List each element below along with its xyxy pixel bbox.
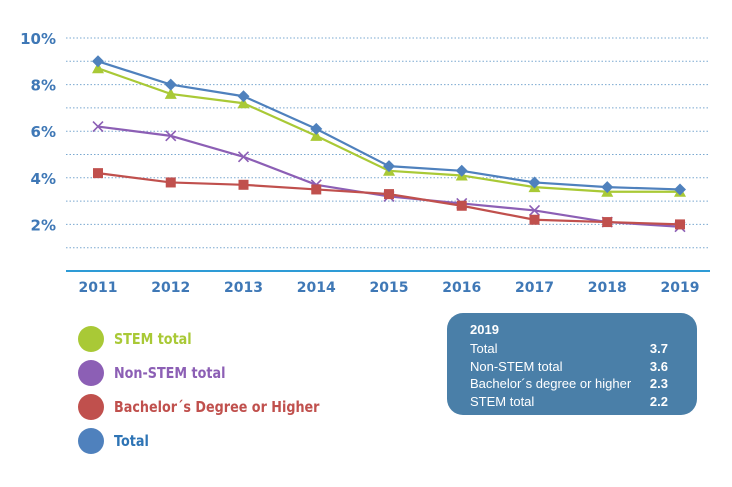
data-point	[455, 164, 468, 177]
legend-item-stem-total[interactable]: STEM total	[78, 322, 356, 356]
tooltip-row-value: 3.7	[649, 341, 668, 356]
data-point	[165, 130, 177, 142]
tooltip-row-label: STEM total	[470, 393, 535, 409]
data-point	[237, 151, 250, 163]
x-tick-label: 2012	[151, 280, 190, 296]
tooltip-row-value: 2.3	[649, 376, 668, 391]
data-point	[92, 62, 104, 74]
tooltip-row: Total 3.7	[470, 340, 668, 358]
x-tick-label: 2019	[661, 280, 700, 296]
data-point	[311, 184, 322, 195]
data-point	[383, 160, 395, 173]
data-point	[674, 183, 686, 196]
data-point	[92, 120, 104, 133]
legend-dot-icon	[78, 428, 104, 454]
tooltip-row-label: Non-STEM total	[470, 358, 563, 374]
legend-label: STEM total	[114, 330, 192, 348]
data-point	[164, 78, 177, 91]
x-tick-label: 2013	[224, 280, 263, 296]
data-point	[237, 97, 250, 109]
x-tick-label: 2016	[442, 280, 481, 296]
tooltip-row-label: Bachelor´s degree or higher	[470, 376, 632, 391]
data-point	[529, 214, 540, 225]
tooltip-row: STEM total 2.2	[470, 393, 668, 411]
data-point	[602, 217, 613, 228]
y-tick-label: 8%	[31, 77, 56, 95]
series-line	[97, 125, 681, 228]
gridlines	[66, 37, 710, 249]
y-tick-label: 4%	[31, 170, 56, 188]
legend-item-total[interactable]: Total	[78, 424, 356, 458]
legend-item-non-stem-total[interactable]: Non-STEM total	[78, 356, 356, 390]
data-point	[528, 176, 541, 189]
data-point	[310, 129, 323, 141]
data-point	[237, 90, 250, 103]
data-point	[164, 87, 177, 99]
tooltip-title: 2019	[470, 322, 499, 337]
data-point	[165, 177, 176, 188]
data-tooltip: 2019 Total 3.7 Non-STEM total 3.6 Bachel…	[447, 313, 697, 415]
x-tick-label: 2017	[515, 280, 554, 296]
tooltip-row: Bachelor´s degree or higher 2.3	[470, 375, 668, 393]
legend-dot-icon	[78, 394, 104, 420]
x-tick-label: 2014	[297, 280, 336, 296]
tooltip-row-value: 3.6	[649, 358, 668, 374]
legend: STEM total Non-STEM total Bachelor´s Deg…	[78, 322, 356, 458]
y-axis-ticks: 2% 4% 6% 8% 10%	[20, 30, 56, 234]
data-point	[93, 168, 103, 179]
y-tick-label: 2%	[31, 216, 56, 234]
legend-dot-icon	[78, 326, 104, 352]
tooltip-row-value: 2.2	[649, 393, 668, 409]
tooltip-row: Non-STEM total 3.6	[470, 358, 668, 376]
line-chart: 2% 4% 6% 8% 10% 2011 2012 2013 2014 2015 2016 2017…	[20, 30, 710, 296]
data-point	[601, 181, 614, 194]
data-point	[528, 204, 541, 216]
y-tick-label: 6%	[31, 123, 56, 141]
y-tick-label: 10%	[20, 30, 56, 48]
data-point	[456, 200, 467, 211]
x-tick-label: 2011	[79, 280, 118, 296]
data-point	[384, 189, 394, 200]
series-non-stem-total	[92, 120, 686, 233]
data-point	[310, 122, 323, 135]
legend-label: Bachelor´s Degree or Higher	[114, 398, 320, 416]
data-point	[92, 55, 104, 68]
series-total	[92, 55, 686, 196]
series-group	[92, 55, 686, 233]
tooltip-row-label: Total	[470, 341, 498, 356]
legend-label: Total	[114, 432, 149, 450]
legend-dot-icon	[78, 360, 104, 386]
x-tick-label: 2018	[588, 280, 627, 296]
series-bachelor-s-degree-or-higher	[93, 168, 685, 230]
data-point	[238, 179, 249, 190]
x-tick-label: 2015	[370, 280, 409, 296]
series-stem-total	[92, 62, 686, 197]
legend-label: Non-STEM total	[114, 364, 226, 382]
legend-item-bachelors[interactable]: Bachelor´s Degree or Higher	[78, 390, 356, 424]
x-axis-ticks: 2011 2012 2013 2014 2015 2016 2017 2018 2019	[79, 280, 700, 296]
data-point	[675, 219, 685, 230]
